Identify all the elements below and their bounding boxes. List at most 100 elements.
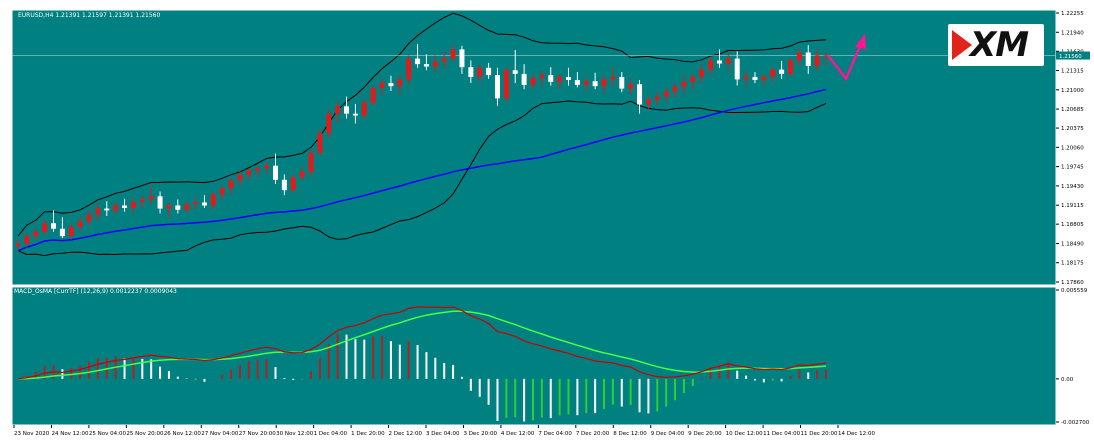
candle-body	[672, 86, 678, 92]
price-tick-label: 1.22255	[1061, 11, 1084, 17]
candle-body	[805, 52, 811, 66]
macd-tick-label: 0.00	[1061, 377, 1074, 383]
price-tick-label: 1.19115	[1061, 203, 1084, 209]
price-tick-label: 1.21940	[1061, 30, 1084, 36]
time-tick-label: 8 Dec 12:00	[613, 431, 647, 437]
candle-body	[450, 49, 456, 59]
candle-body	[477, 67, 483, 77]
time-tick-label: 7 Dec 04:00	[538, 431, 572, 437]
candle-body	[423, 64, 429, 67]
candle-body	[823, 55, 829, 57]
candle-body	[51, 223, 57, 229]
candle-body	[716, 60, 722, 64]
price-tick-label: 1.18805	[1061, 222, 1084, 228]
current-price-box	[1056, 51, 1090, 60]
time-tick-label: 11 Dec 20:00	[801, 431, 838, 437]
candle-body	[752, 76, 758, 81]
candle-body	[139, 199, 145, 202]
candle-body	[86, 214, 92, 222]
price-pane	[11, 9, 1057, 286]
macd-line	[17, 306, 827, 380]
candle-body	[654, 96, 660, 100]
candle-body	[814, 55, 820, 66]
moving-average-line	[17, 88, 827, 252]
candle-body	[299, 171, 305, 178]
candle-body	[59, 228, 65, 237]
candle-body	[388, 83, 394, 87]
candle-body	[42, 223, 48, 232]
candle-body	[308, 152, 314, 172]
candle-body	[397, 79, 403, 87]
candle-body	[663, 91, 669, 97]
candle-body	[761, 76, 767, 81]
candle-body	[770, 69, 776, 77]
candle-body	[494, 75, 500, 99]
candle-body	[592, 81, 598, 87]
candle-body	[201, 202, 207, 206]
candle-body	[521, 73, 527, 85]
macd-tick-label: 0.005559	[1061, 288, 1088, 294]
candle-body	[148, 196, 154, 200]
time-tick-label: 25 Nov 04:00	[89, 431, 127, 437]
time-tick-label: 3 Dec 04:00	[426, 431, 460, 437]
candle-body	[15, 243, 21, 246]
macd-pane	[11, 286, 1057, 426]
candle-body	[352, 113, 358, 116]
candle-body	[95, 208, 101, 215]
candle-body	[210, 194, 216, 206]
candle-body	[33, 231, 39, 237]
price-scale-area	[1056, 10, 1092, 425]
candle-body	[264, 165, 270, 169]
xm-logo-text: XM	[970, 25, 1029, 65]
candle-body	[219, 188, 225, 195]
forecast-arrow-head	[855, 33, 866, 50]
price-tick-label: 1.20685	[1061, 107, 1084, 113]
candle-body	[734, 58, 740, 80]
candle-body	[193, 202, 199, 205]
candle-body	[743, 76, 749, 80]
candle-body	[379, 83, 385, 88]
candle-body	[281, 179, 287, 191]
candle-body	[628, 84, 634, 89]
time-tick-label: 9 Dec 20:00	[688, 431, 722, 437]
price-tick-label: 1.19430	[1061, 184, 1084, 190]
candle-body	[432, 61, 438, 67]
time-tick-label: 1 Dec 20:00	[351, 431, 385, 437]
candle-body	[566, 76, 572, 81]
candle-body	[237, 174, 243, 181]
candle-body	[175, 205, 181, 210]
candle-body	[326, 113, 332, 134]
candle-body	[104, 208, 110, 211]
candle-body	[530, 78, 536, 85]
candle-body	[344, 106, 350, 114]
time-tick-label: 27 Nov 20:00	[239, 431, 277, 437]
time-tick-label: 14 Dec 12:00	[838, 431, 875, 437]
time-tick-label: 30 Nov 12:00	[276, 431, 314, 437]
candle-body	[370, 87, 376, 103]
candle-body	[601, 79, 607, 87]
candle-body	[681, 81, 687, 87]
price-tick-label: 1.20060	[1061, 145, 1084, 151]
candle-body	[548, 75, 554, 82]
candle-body	[441, 58, 447, 62]
time-tick-label: 1 Dec 04:00	[314, 431, 348, 437]
candle-body	[779, 69, 785, 74]
time-tick-label: 7 Dec 20:00	[576, 431, 610, 437]
time-tick-label: 25 Nov 20:00	[126, 431, 164, 437]
candle-body	[459, 49, 465, 68]
candle-body	[619, 76, 625, 89]
price-tick-label: 1.19745	[1061, 165, 1084, 171]
price-tick-label: 1.21000	[1061, 88, 1084, 94]
current-price-label: 1.21560	[1059, 54, 1082, 60]
candle-body	[68, 226, 74, 237]
candle-body	[725, 58, 731, 64]
candle-body	[228, 180, 234, 189]
candle-body	[184, 204, 190, 210]
candle-body	[113, 205, 119, 211]
price-tick-label: 1.18175	[1061, 261, 1084, 267]
candle-body	[246, 170, 252, 175]
candle-body	[406, 58, 412, 80]
bollinger-lower-line	[17, 100, 827, 257]
